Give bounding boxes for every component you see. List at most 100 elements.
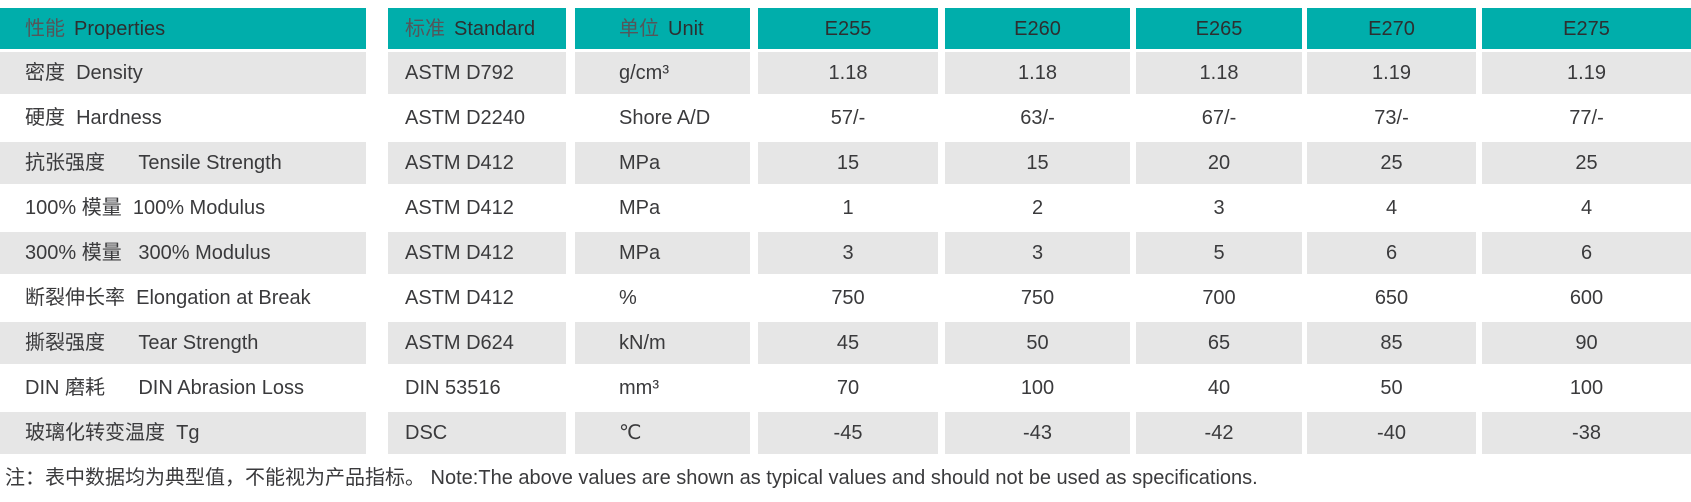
grade-label: E260 bbox=[1014, 17, 1061, 40]
value-cell: 25 bbox=[1482, 142, 1691, 184]
value-cell: 65 bbox=[1136, 322, 1302, 364]
value-cell: -43 bbox=[945, 412, 1130, 454]
value-cell: 3 bbox=[1213, 197, 1225, 219]
standard-cell: ASTM D412 bbox=[405, 197, 514, 219]
value-cell: 25 bbox=[1307, 142, 1476, 184]
property-cell: 密度 Density bbox=[0, 52, 366, 94]
value-cell: -38 bbox=[1482, 412, 1691, 454]
value-cell: 4 bbox=[1580, 197, 1593, 219]
value-cell: 4 bbox=[1385, 197, 1398, 219]
value-cell: -40 bbox=[1307, 412, 1476, 454]
unit-cell: g/cm³ bbox=[575, 52, 750, 94]
unit-cell: MPa bbox=[575, 142, 750, 184]
value-cell: 600 bbox=[1569, 287, 1604, 309]
value-cell: 5 bbox=[1136, 232, 1302, 274]
unit-cell: ℃ bbox=[575, 412, 750, 454]
value-cell: 750 bbox=[831, 287, 865, 309]
value-cell: 1.18 bbox=[1136, 52, 1302, 94]
header-grade-e265: E265 bbox=[1136, 8, 1302, 49]
header-properties-zh: 性能 bbox=[25, 17, 65, 40]
value-cell: 73/- bbox=[1374, 107, 1409, 129]
value-cell: 1.18 bbox=[945, 52, 1130, 94]
header-standard: 标准 Standard bbox=[388, 8, 566, 49]
table-row: 玻璃化转变温度 Tg DSC ℃ -45 -43 -42 -40 -38 bbox=[0, 412, 1691, 454]
value-cell: 3 bbox=[945, 232, 1130, 274]
value-cell: 6 bbox=[1482, 232, 1691, 274]
property-cell: 断裂伸长率 Elongation at Break bbox=[25, 287, 311, 309]
value-cell: 700 bbox=[1202, 287, 1236, 309]
unit-cell: % bbox=[619, 287, 637, 309]
standard-cell: ASTM D412 bbox=[405, 287, 514, 309]
value-cell: 100 bbox=[1020, 377, 1055, 399]
value-cell: 63/- bbox=[1020, 107, 1055, 129]
table-header-row: 性能 Properties 标准 Standard 单位 Unit E255 E… bbox=[0, 8, 1691, 49]
table-row: 断裂伸长率 Elongation at Break ASTM D412% 750 75… bbox=[0, 277, 1691, 319]
table-row: 硬度 Hardness ASTM D2240 Shore A/D 57/- 63/- 67… bbox=[0, 97, 1691, 139]
value-cell: 85 bbox=[1307, 322, 1476, 364]
datasheet: 性能 Properties 标准 Standard 单位 Unit E255 E… bbox=[0, 8, 1691, 489]
header-standard-en: Standard bbox=[454, 17, 536, 40]
value-cell: 1.19 bbox=[1482, 52, 1691, 94]
properties-table: 性能 Properties 标准 Standard 单位 Unit E255 E… bbox=[0, 8, 1691, 454]
value-cell: 750 bbox=[1020, 287, 1055, 309]
value-cell: -42 bbox=[1136, 412, 1302, 454]
value-cell: 45 bbox=[758, 322, 938, 364]
header-properties-en: Properties bbox=[74, 17, 166, 40]
property-cell: 100% 模量 100% Modulus bbox=[25, 197, 266, 219]
value-cell: 1 bbox=[842, 197, 854, 219]
header-unit: 单位 Unit bbox=[575, 8, 750, 49]
property-cell: DIN 磨耗 DIN Abrasion Loss bbox=[25, 377, 304, 399]
value-cell: 67/- bbox=[1201, 107, 1237, 129]
grade-label: E265 bbox=[1195, 17, 1243, 40]
unit-cell: Shore A/D bbox=[619, 107, 711, 129]
standard-cell: ASTM D624 bbox=[388, 322, 566, 364]
unit-cell: kN/m bbox=[575, 322, 750, 364]
standard-cell: ASTM D2240 bbox=[405, 107, 526, 129]
value-cell: 15 bbox=[945, 142, 1130, 184]
table-row: 100% 模量 100% Modulus ASTM D412 MPa 1 2 3 4 4 bbox=[0, 187, 1691, 229]
value-cell: -45 bbox=[758, 412, 938, 454]
value-cell: 70 bbox=[836, 377, 860, 399]
property-cell: 硬度 Hardness bbox=[25, 107, 162, 129]
unit-cell: mm³ bbox=[619, 377, 659, 399]
standard-cell: ASTM D412 bbox=[388, 232, 566, 274]
grade-label: E255 bbox=[824, 17, 872, 40]
property-cell: 抗张强度 Tensile Strength bbox=[0, 142, 366, 184]
value-cell: 1.18 bbox=[758, 52, 938, 94]
value-cell: 50 bbox=[945, 322, 1130, 364]
footnote: 注：表中数据均为典型值，不能视为产品指标。 Note:The above val… bbox=[5, 467, 1258, 489]
standard-cell: ASTM D412 bbox=[388, 142, 566, 184]
standard-cell: DIN 53516 bbox=[405, 377, 501, 399]
header-grade-e270: E270 bbox=[1307, 8, 1476, 49]
value-cell: 20 bbox=[1136, 142, 1302, 184]
value-cell: 90 bbox=[1482, 322, 1691, 364]
table-row: DIN 磨耗 DIN Abrasion Loss DIN 53516 mm³ 70 10… bbox=[0, 367, 1691, 409]
header-unit-zh: 单位 bbox=[619, 17, 659, 40]
grade-label: E270 bbox=[1368, 17, 1415, 40]
value-cell: 77/- bbox=[1569, 107, 1604, 129]
unit-cell: MPa bbox=[575, 232, 750, 274]
unit-cell: MPa bbox=[619, 197, 661, 219]
value-cell: 100 bbox=[1569, 377, 1604, 399]
value-cell: 1.19 bbox=[1307, 52, 1476, 94]
table-row: 撕裂强度 Tear Strength ASTM D624 kN/m 45 50 65 85 9… bbox=[0, 322, 1691, 364]
value-cell: 50 bbox=[1380, 377, 1403, 399]
property-cell: 玻璃化转变温度 Tg bbox=[0, 412, 366, 454]
standard-cell: ASTM D792 bbox=[388, 52, 566, 94]
table-row: 密度 Density ASTM D792 g/cm³ 1.18 1.18 1.18 1.19… bbox=[0, 52, 1691, 94]
value-cell: 57/- bbox=[830, 107, 866, 129]
table-row: 300% 模量 300% Modulus ASTM D412 MPa 3 3 5 6 6 bbox=[0, 232, 1691, 274]
header-standard-zh: 标准 bbox=[405, 17, 445, 40]
header-properties: 性能 Properties bbox=[0, 8, 366, 49]
value-cell: 2 bbox=[1031, 197, 1044, 219]
standard-cell: DSC bbox=[388, 412, 566, 454]
header-grade-e255: E255 bbox=[758, 8, 938, 49]
table-body: 密度 Density ASTM D792 g/cm³ 1.18 1.18 1.18 1.19… bbox=[0, 52, 1691, 454]
header-grade-e275: E275 bbox=[1482, 8, 1691, 49]
property-cell: 300% 模量 300% Modulus bbox=[0, 232, 366, 274]
value-cell: 3 bbox=[758, 232, 938, 274]
header-grade-e260: E260 bbox=[945, 8, 1130, 49]
value-cell: 40 bbox=[1207, 377, 1231, 399]
value-cell: 650 bbox=[1374, 287, 1409, 309]
header-unit-en: Unit bbox=[668, 17, 704, 40]
